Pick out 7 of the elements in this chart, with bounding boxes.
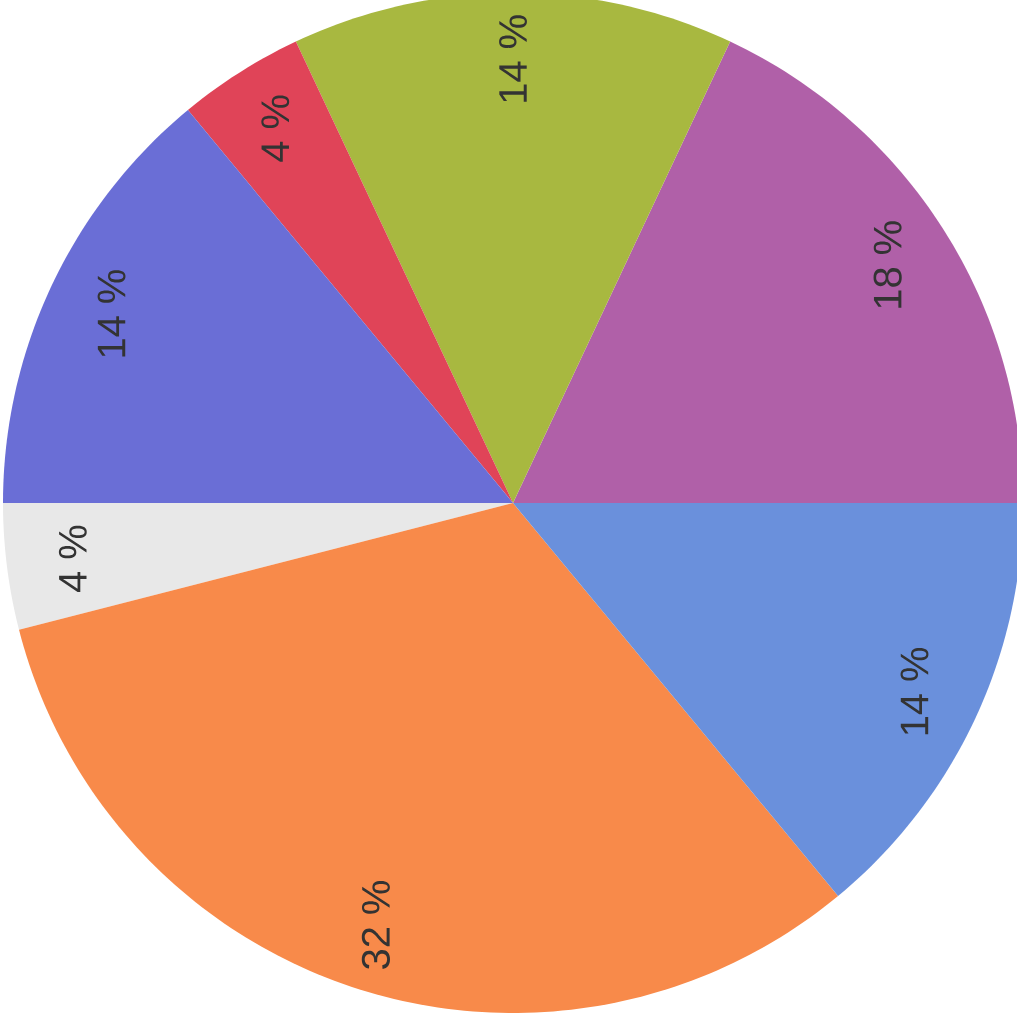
data-label: 32 % [361, 881, 390, 969]
data-label: 14 % [97, 270, 126, 357]
data-label: 14 % [499, 15, 527, 102]
data-label: 14 % [900, 647, 929, 735]
data-label: 4 % [58, 525, 87, 593]
data-label: 18 % [873, 221, 902, 308]
data-label: 4 % [261, 95, 290, 162]
